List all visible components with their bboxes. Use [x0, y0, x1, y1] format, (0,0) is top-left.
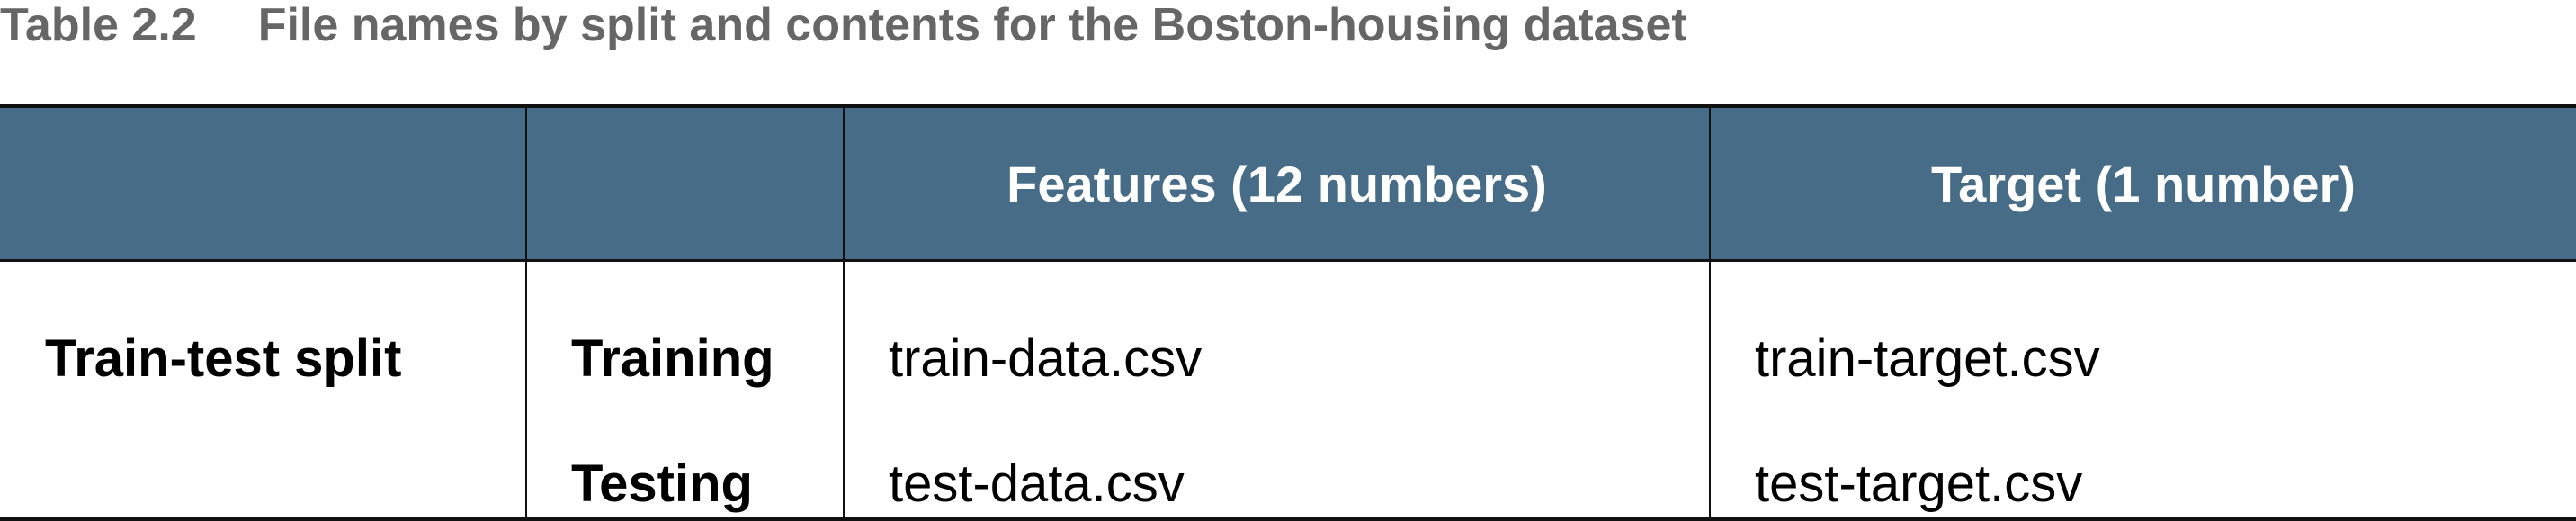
table-number: Table 2.2 — [0, 0, 197, 51]
row-label-training: Training — [571, 329, 774, 388]
column-divider — [843, 108, 845, 517]
testing-features-file: test-data.csv — [889, 454, 1185, 513]
split-group-label: Train-test split — [45, 329, 402, 388]
header-bottom-rule — [0, 259, 2576, 262]
header-cell-target: Target (1 number) — [1931, 155, 2356, 212]
table-top-rule — [0, 104, 2576, 108]
row-label-testing: Testing — [571, 454, 753, 513]
training-target-file: train-target.csv — [1755, 329, 2100, 388]
column-divider — [1709, 108, 1711, 517]
table-bottom-rule — [0, 517, 2576, 521]
header-cell-empty-1 — [0, 108, 525, 259]
training-features-file: train-data.csv — [889, 329, 1203, 388]
table-header-row — [0, 108, 2576, 259]
file-names-table: Features (12 numbers) Target (1 number) … — [0, 104, 2576, 521]
header-cell-empty-2 — [527, 108, 843, 259]
header-cell-features: Features (12 numbers) — [1006, 155, 1547, 212]
table-title: File names by split and contents for the… — [257, 0, 1687, 51]
table-caption: Table 2.2 File names by split and content… — [0, 0, 1687, 54]
column-divider — [525, 108, 527, 517]
testing-target-file: test-target.csv — [1755, 454, 2083, 513]
